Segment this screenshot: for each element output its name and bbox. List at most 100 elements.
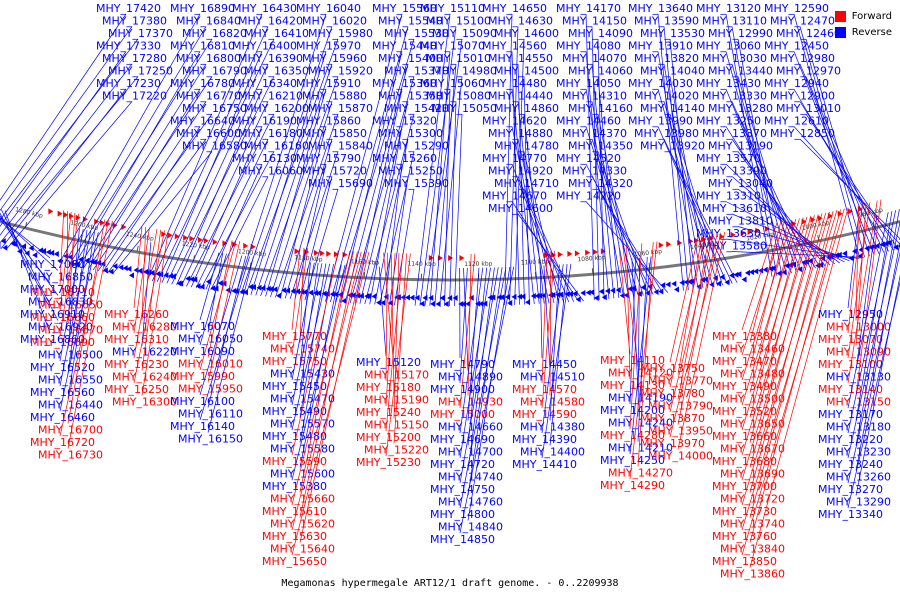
gene-label-lower: MHY_17000 xyxy=(20,283,85,296)
gene-label-upper: MHY_15070 xyxy=(420,40,485,53)
gene-label-upper: MHY_13810 xyxy=(708,215,773,228)
gene-label-lower: MHY_13660 xyxy=(712,430,777,443)
reverse-gene-arrow xyxy=(753,268,759,275)
gene-label-upper: MHY_16820 xyxy=(182,27,247,40)
gene-leader xyxy=(509,26,519,306)
gene-leader xyxy=(299,264,342,468)
forward-gene-arrow xyxy=(827,212,833,219)
reverse-gene-arrow xyxy=(564,291,570,298)
gene-label-upper: MHY_13640 xyxy=(628,2,693,15)
gene-label-lower: MHY_15380 xyxy=(262,480,327,493)
gene-leader xyxy=(618,245,631,355)
gene-leader xyxy=(626,244,631,380)
forward-gene-arrow xyxy=(719,233,725,240)
gene-label-upper: MHY_13370 xyxy=(702,127,767,140)
reverse-gene-arrow xyxy=(465,300,471,307)
gene-label-lower: MHY_16070 xyxy=(170,320,235,333)
gene-leader xyxy=(459,253,476,409)
gene-label-upper: MHY_14670 xyxy=(482,190,547,203)
reverse-gene-arrow xyxy=(589,289,595,296)
gene-label-upper: MHY_12980 xyxy=(770,52,835,65)
gene-label-upper: MHY_15980 xyxy=(308,27,373,40)
gene-label-lower: MHY_15580 xyxy=(270,443,335,456)
reverse-gene-arrow xyxy=(74,261,80,268)
gene-label-lower: MHY_13680 xyxy=(712,455,777,468)
scale-label: 1080 kbp xyxy=(577,254,606,263)
gene-leader xyxy=(444,88,451,307)
reverse-gene-arrow xyxy=(41,248,47,255)
gene-leader xyxy=(299,262,311,368)
gene-label-lower: MHY_16460 xyxy=(30,411,95,424)
gene-leader xyxy=(171,76,275,285)
reverse-gene-arrow xyxy=(404,294,410,301)
gene-leader xyxy=(741,216,808,431)
reverse-gene-arrow xyxy=(366,293,372,300)
reverse-gene-arrow xyxy=(276,292,282,299)
gene-leader xyxy=(291,262,315,381)
gene-label-upper: MHY_15420 xyxy=(384,102,449,115)
reverse-gene-arrow xyxy=(217,280,223,287)
scale-tick xyxy=(136,245,139,253)
reverse-gene-arrow xyxy=(49,249,55,256)
gene-leader xyxy=(741,222,778,331)
gene-label-lower: MHY_14240 xyxy=(608,417,673,430)
gene-label-upper: MHY_16750 xyxy=(182,102,247,115)
gene-label-upper: MHY_14880 xyxy=(488,127,553,140)
legend-reverse: Reverse xyxy=(834,24,892,40)
gene-leader xyxy=(190,126,263,288)
forward-gene-arrow xyxy=(333,251,339,258)
gene-leader xyxy=(591,138,644,296)
gene-leader xyxy=(467,267,503,496)
gene-leader xyxy=(847,202,871,359)
reverse-gene-arrow xyxy=(458,300,464,307)
gene-leader xyxy=(629,243,643,430)
gene-leader xyxy=(511,126,550,304)
gene-leader xyxy=(389,176,409,306)
reverse-gene-arrow xyxy=(28,245,34,252)
gene-label-lower: MHY_16920 xyxy=(28,321,93,334)
gene-label-lower: MHY_14450 xyxy=(512,358,577,371)
forward-gene-arrow xyxy=(250,243,256,250)
gene-label-lower: MHY_16720 xyxy=(30,436,95,449)
gene-leader xyxy=(235,13,327,294)
reverse-gene-arrow xyxy=(118,264,124,271)
gene-leader xyxy=(847,204,863,334)
gene-label-upper: MHY_14550 xyxy=(488,52,553,65)
forward-gene-arrow xyxy=(848,208,854,215)
gene-leader xyxy=(205,163,263,290)
gene-label-upper: MHY_13920 xyxy=(640,140,705,153)
gene-label-upper: MHY_16040 xyxy=(296,2,361,15)
gene-label-lower: MHY_14210 xyxy=(608,442,673,455)
gene-label-lower: MHY_13730 xyxy=(712,505,777,518)
gene-leader xyxy=(419,26,457,306)
gene-label-upper: MHY_16390 xyxy=(238,52,303,65)
forward-gene-arrow xyxy=(82,216,88,223)
gene-label-upper: MHY_15870 xyxy=(308,102,373,115)
gene-leader xyxy=(133,226,143,309)
gene-leader xyxy=(210,176,269,291)
gene-leader xyxy=(199,252,220,321)
gene-leader xyxy=(181,101,269,286)
gene-label-upper: MHY_15350 xyxy=(378,90,443,103)
gene-label-upper: MHY_17220 xyxy=(102,90,167,103)
gene-label-lower: MHY_13170 xyxy=(818,408,883,421)
gene-label-upper: MHY_16790 xyxy=(182,65,247,78)
gene-label-lower: MHY_16550 xyxy=(38,374,103,387)
gene-label-lower: MHY_13870 xyxy=(640,412,705,425)
gene-leader xyxy=(549,251,552,396)
gene-leader xyxy=(669,234,707,388)
gene-label-upper: MHY_12610 xyxy=(764,115,829,128)
forward-gene-arrow xyxy=(326,250,332,257)
gene-leader xyxy=(741,218,800,406)
gene-leader xyxy=(511,88,535,305)
reverse-gene-arrow xyxy=(879,241,885,248)
reverse-gene-arrow xyxy=(487,294,493,301)
gene-label-upper: MHY_15840 xyxy=(308,140,373,153)
gene-leader xyxy=(265,88,327,297)
gene-leader xyxy=(725,163,831,266)
gene-label-lower: MHY_13760 xyxy=(712,530,777,543)
gene-leader xyxy=(291,264,346,481)
gene-label-lower: MHY_14800 xyxy=(430,508,495,521)
gene-leader xyxy=(677,235,703,375)
gene-label-upper: MHY_15850 xyxy=(302,127,367,140)
